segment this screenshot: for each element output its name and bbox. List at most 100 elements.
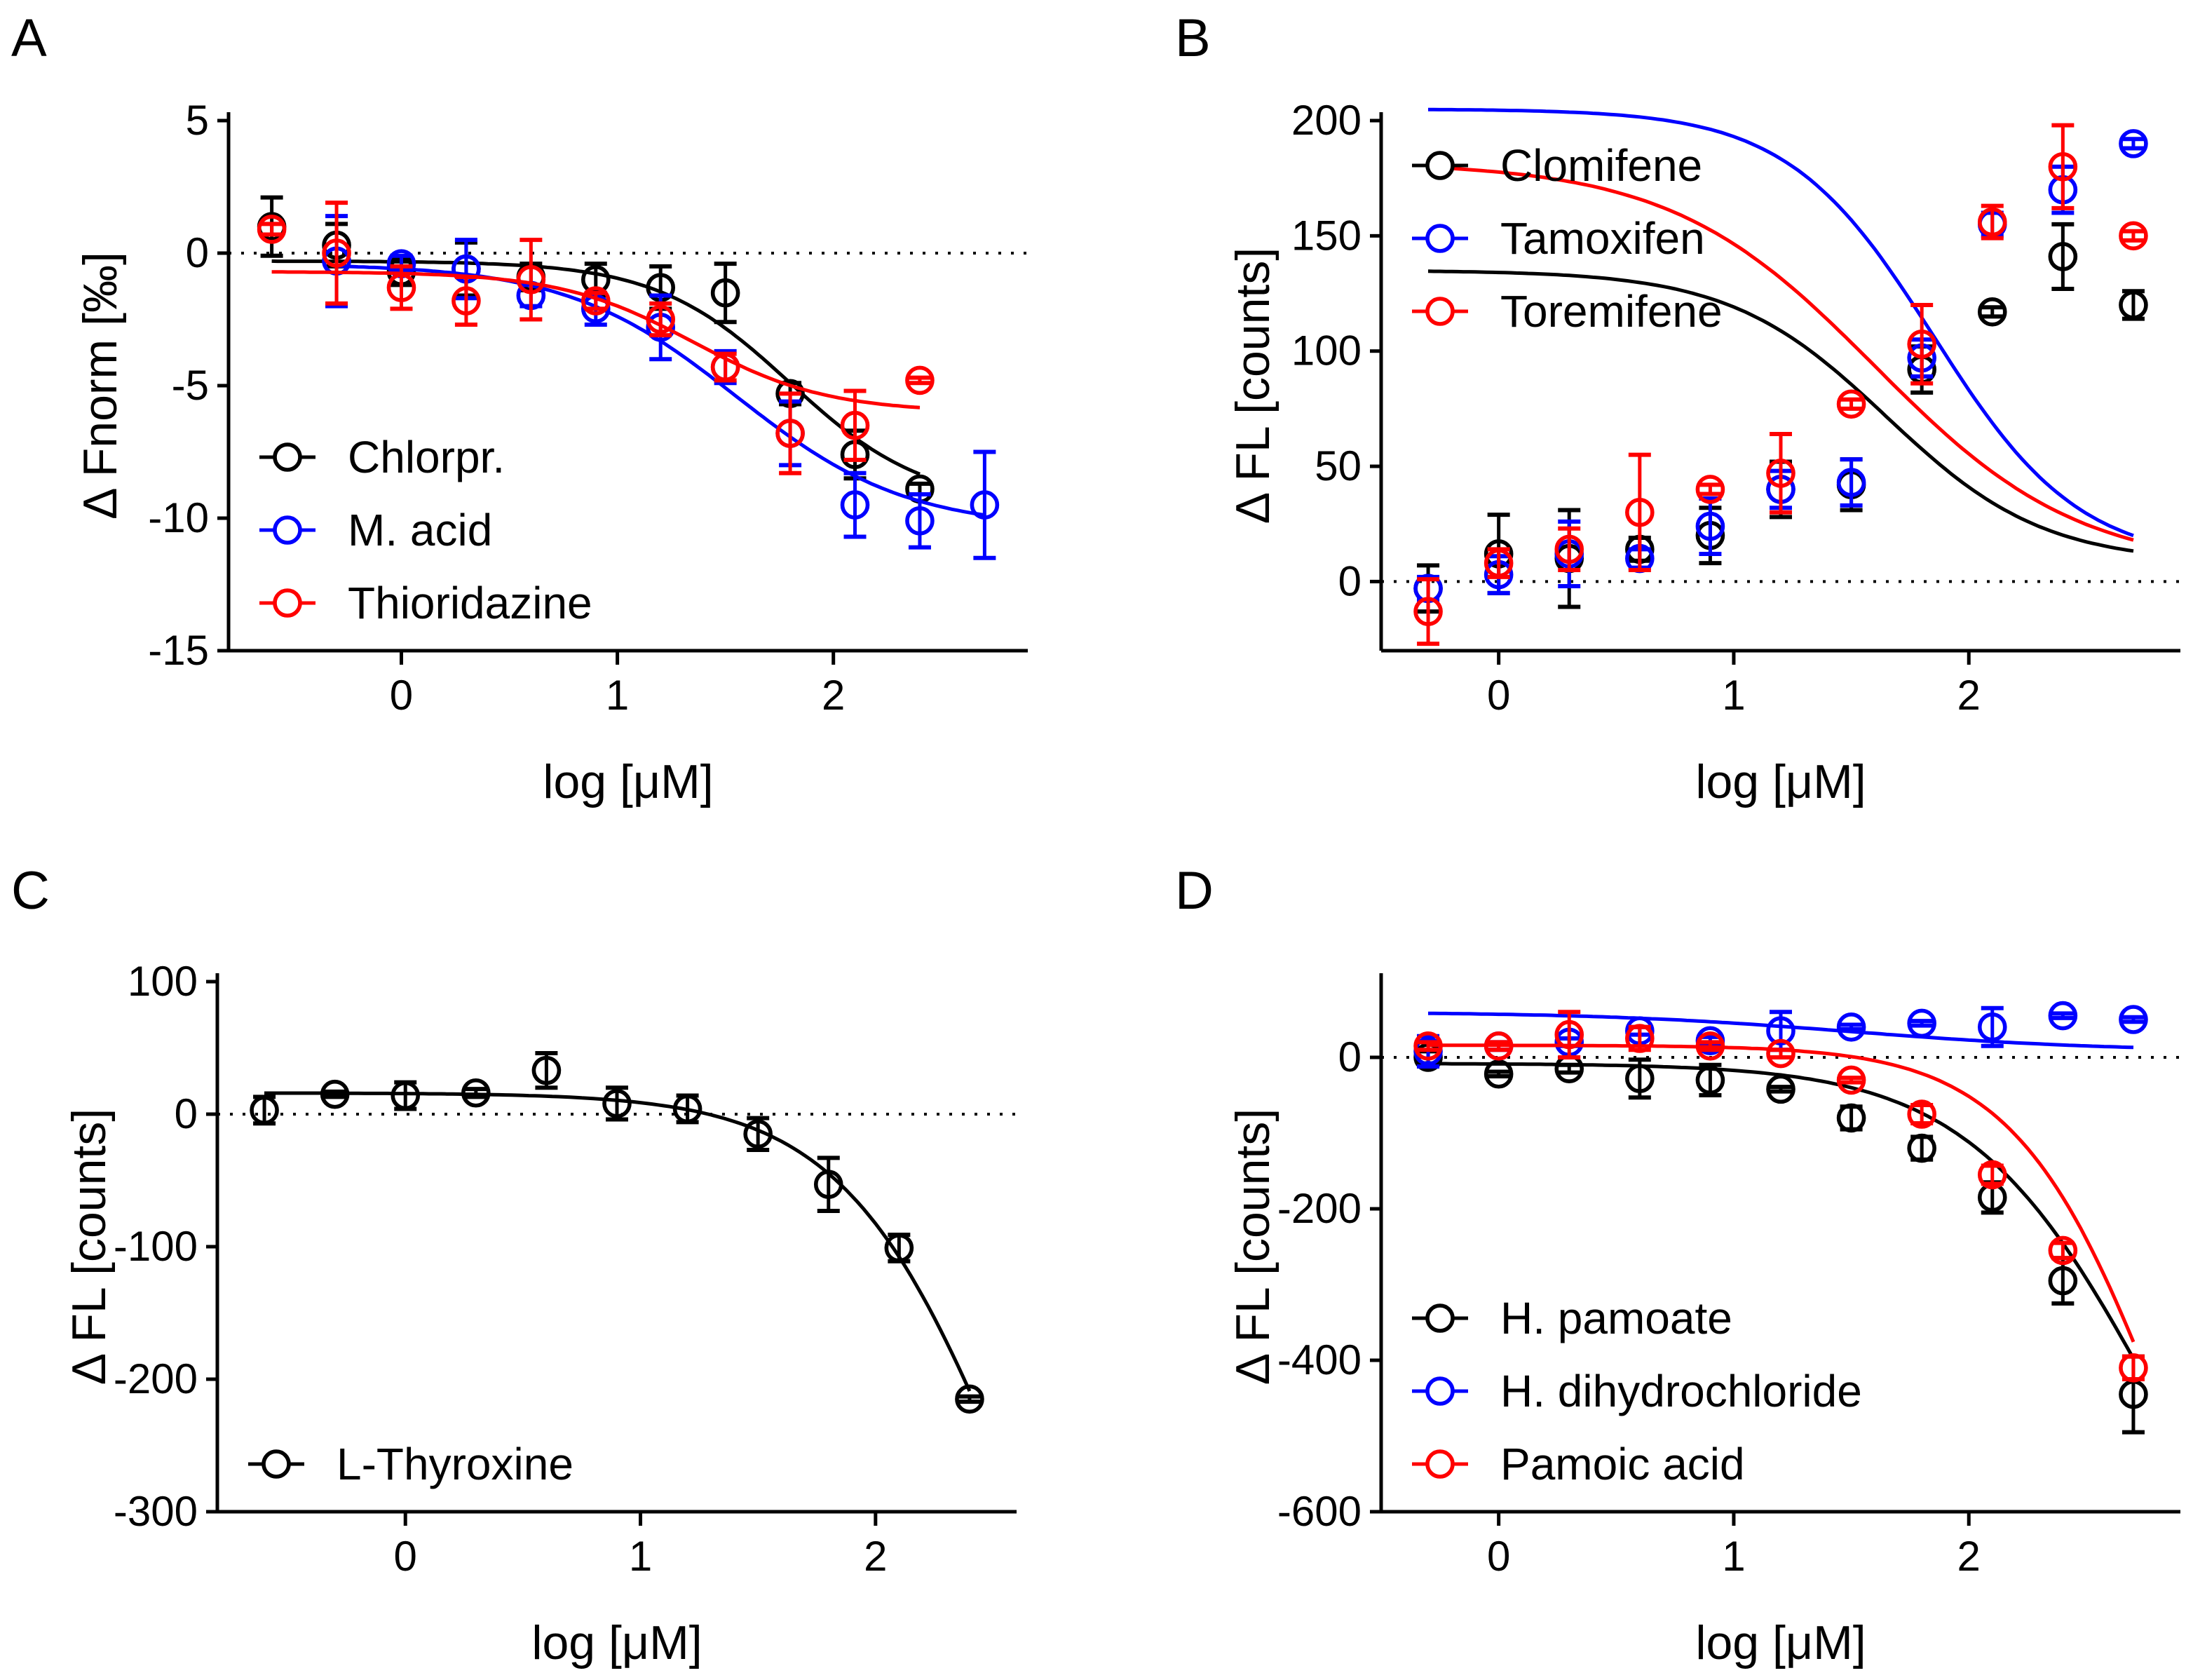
marker [1836, 1065, 1866, 1095]
legend-label: Chlorpr. [348, 432, 505, 482]
data-point [840, 388, 870, 462]
y-axis-label: Δ FL [counts] [1226, 1109, 1279, 1385]
marker [970, 490, 1000, 520]
marker [1413, 597, 1443, 626]
data-point [840, 470, 870, 539]
data-point [2048, 1001, 2078, 1031]
marker [2048, 1266, 2078, 1296]
data-point [386, 264, 416, 311]
marker [2048, 1235, 2078, 1266]
y-tick-label: -600 [1277, 1488, 1362, 1535]
y-axis-label: Δ FL [counts] [1226, 248, 1279, 524]
data-point [1554, 526, 1584, 572]
x-tick-label: 1 [629, 1533, 652, 1580]
legend-label: Pamoic acid [1500, 1439, 1745, 1489]
marker [955, 1384, 984, 1414]
marker [1484, 548, 1514, 578]
marker [775, 419, 805, 448]
panel-a: A 5 0 -5 -10 -15 0 1 2 log [μM] Δ Fnorm [‰] Chlorpr… [11, 8, 1028, 808]
x-tick-label: 0 [1487, 672, 1510, 719]
marker [1554, 534, 1584, 564]
marker [1413, 1031, 1443, 1061]
data-point [257, 215, 287, 244]
x-tick-label: 0 [394, 1533, 417, 1580]
series-toremifene [1413, 123, 2148, 646]
legend-label: H. pamoate [1500, 1293, 1732, 1343]
y-tick-label: 150 [1291, 212, 1362, 259]
marker [840, 490, 870, 520]
legend-item: H. dihydrochloride [1412, 1366, 1862, 1416]
data-point [1695, 475, 1725, 504]
legend-item: Tamoxifen [1412, 213, 1705, 264]
y-tick-label: 100 [128, 958, 198, 1005]
marker [646, 304, 676, 334]
marker [1977, 207, 2007, 237]
legend-label: H. dihydrochloride [1500, 1366, 1862, 1416]
legend-item: Chlorpr. [259, 432, 505, 482]
x-axis-label: log [μM] [543, 755, 713, 808]
series-pamoic-acid [1413, 1010, 2148, 1383]
legend-marker [1425, 151, 1455, 180]
legend-marker [262, 1449, 291, 1479]
data-point [1413, 1031, 1443, 1061]
legend-item: Thioridazine [259, 578, 592, 628]
data-point [250, 1095, 279, 1126]
legend-item: M. acid [259, 505, 492, 555]
x-tick-label: 2 [1957, 1533, 1981, 1580]
y-tick-label: 200 [1291, 97, 1362, 144]
marker [257, 215, 287, 244]
marker [2119, 1005, 2148, 1034]
data-point [905, 365, 935, 395]
marker [1836, 389, 1866, 419]
marker [1625, 1024, 1655, 1053]
marker [581, 286, 611, 316]
legend-marker [1425, 1376, 1455, 1406]
data-point [1907, 1099, 1936, 1129]
marker [452, 286, 481, 316]
data-point [1695, 1062, 1725, 1097]
legend-label: Clomifene [1500, 140, 1702, 191]
data-point [2119, 129, 2148, 158]
data-point [2119, 221, 2148, 251]
data-point [2048, 1235, 2078, 1266]
data-point [2119, 289, 2148, 321]
marker [2048, 242, 2078, 271]
data-point [531, 1051, 562, 1090]
data-point [1977, 203, 2007, 241]
series-l-thyroxine [250, 1051, 984, 1414]
marker [1766, 459, 1795, 488]
panel-letter: A [11, 8, 47, 68]
y-tick-label: 0 [1338, 1034, 1362, 1081]
y-tick-label: -100 [114, 1223, 198, 1270]
data-point [1836, 1065, 1866, 1095]
marker [710, 278, 740, 308]
legend-item: Pamoic acid [1412, 1439, 1745, 1489]
marker [884, 1233, 914, 1263]
data-point [1484, 1059, 1514, 1089]
marker [391, 1081, 421, 1111]
marker [1625, 497, 1655, 527]
marker [516, 264, 546, 294]
x-tick-label: 1 [1722, 1533, 1745, 1580]
marker [1695, 1031, 1725, 1061]
marker [2119, 1353, 2148, 1383]
y-tick-label: -5 [172, 362, 209, 409]
series-thioridazine [257, 201, 935, 475]
panel-d: D 0 -200 -400 -600 0 1 2 log [μM] Δ FL [counts] H.… [1175, 861, 2180, 1669]
y-tick-label: 50 [1315, 442, 1362, 489]
fit-curve [1428, 107, 2134, 538]
data-point [1484, 1031, 1514, 1061]
fit-curve [264, 1091, 972, 1393]
data-point [1413, 577, 1443, 646]
data-point [2048, 123, 2078, 210]
marker [1907, 1008, 1936, 1038]
legend-marker [1425, 1449, 1455, 1479]
legend-marker [1425, 297, 1455, 326]
legend-marker [273, 588, 302, 618]
data-point [1836, 457, 1866, 508]
marker [1766, 1016, 1795, 1045]
marker [1554, 1054, 1584, 1083]
marker [2119, 290, 2148, 320]
legend-label: L-Thyroxine [337, 1439, 573, 1489]
